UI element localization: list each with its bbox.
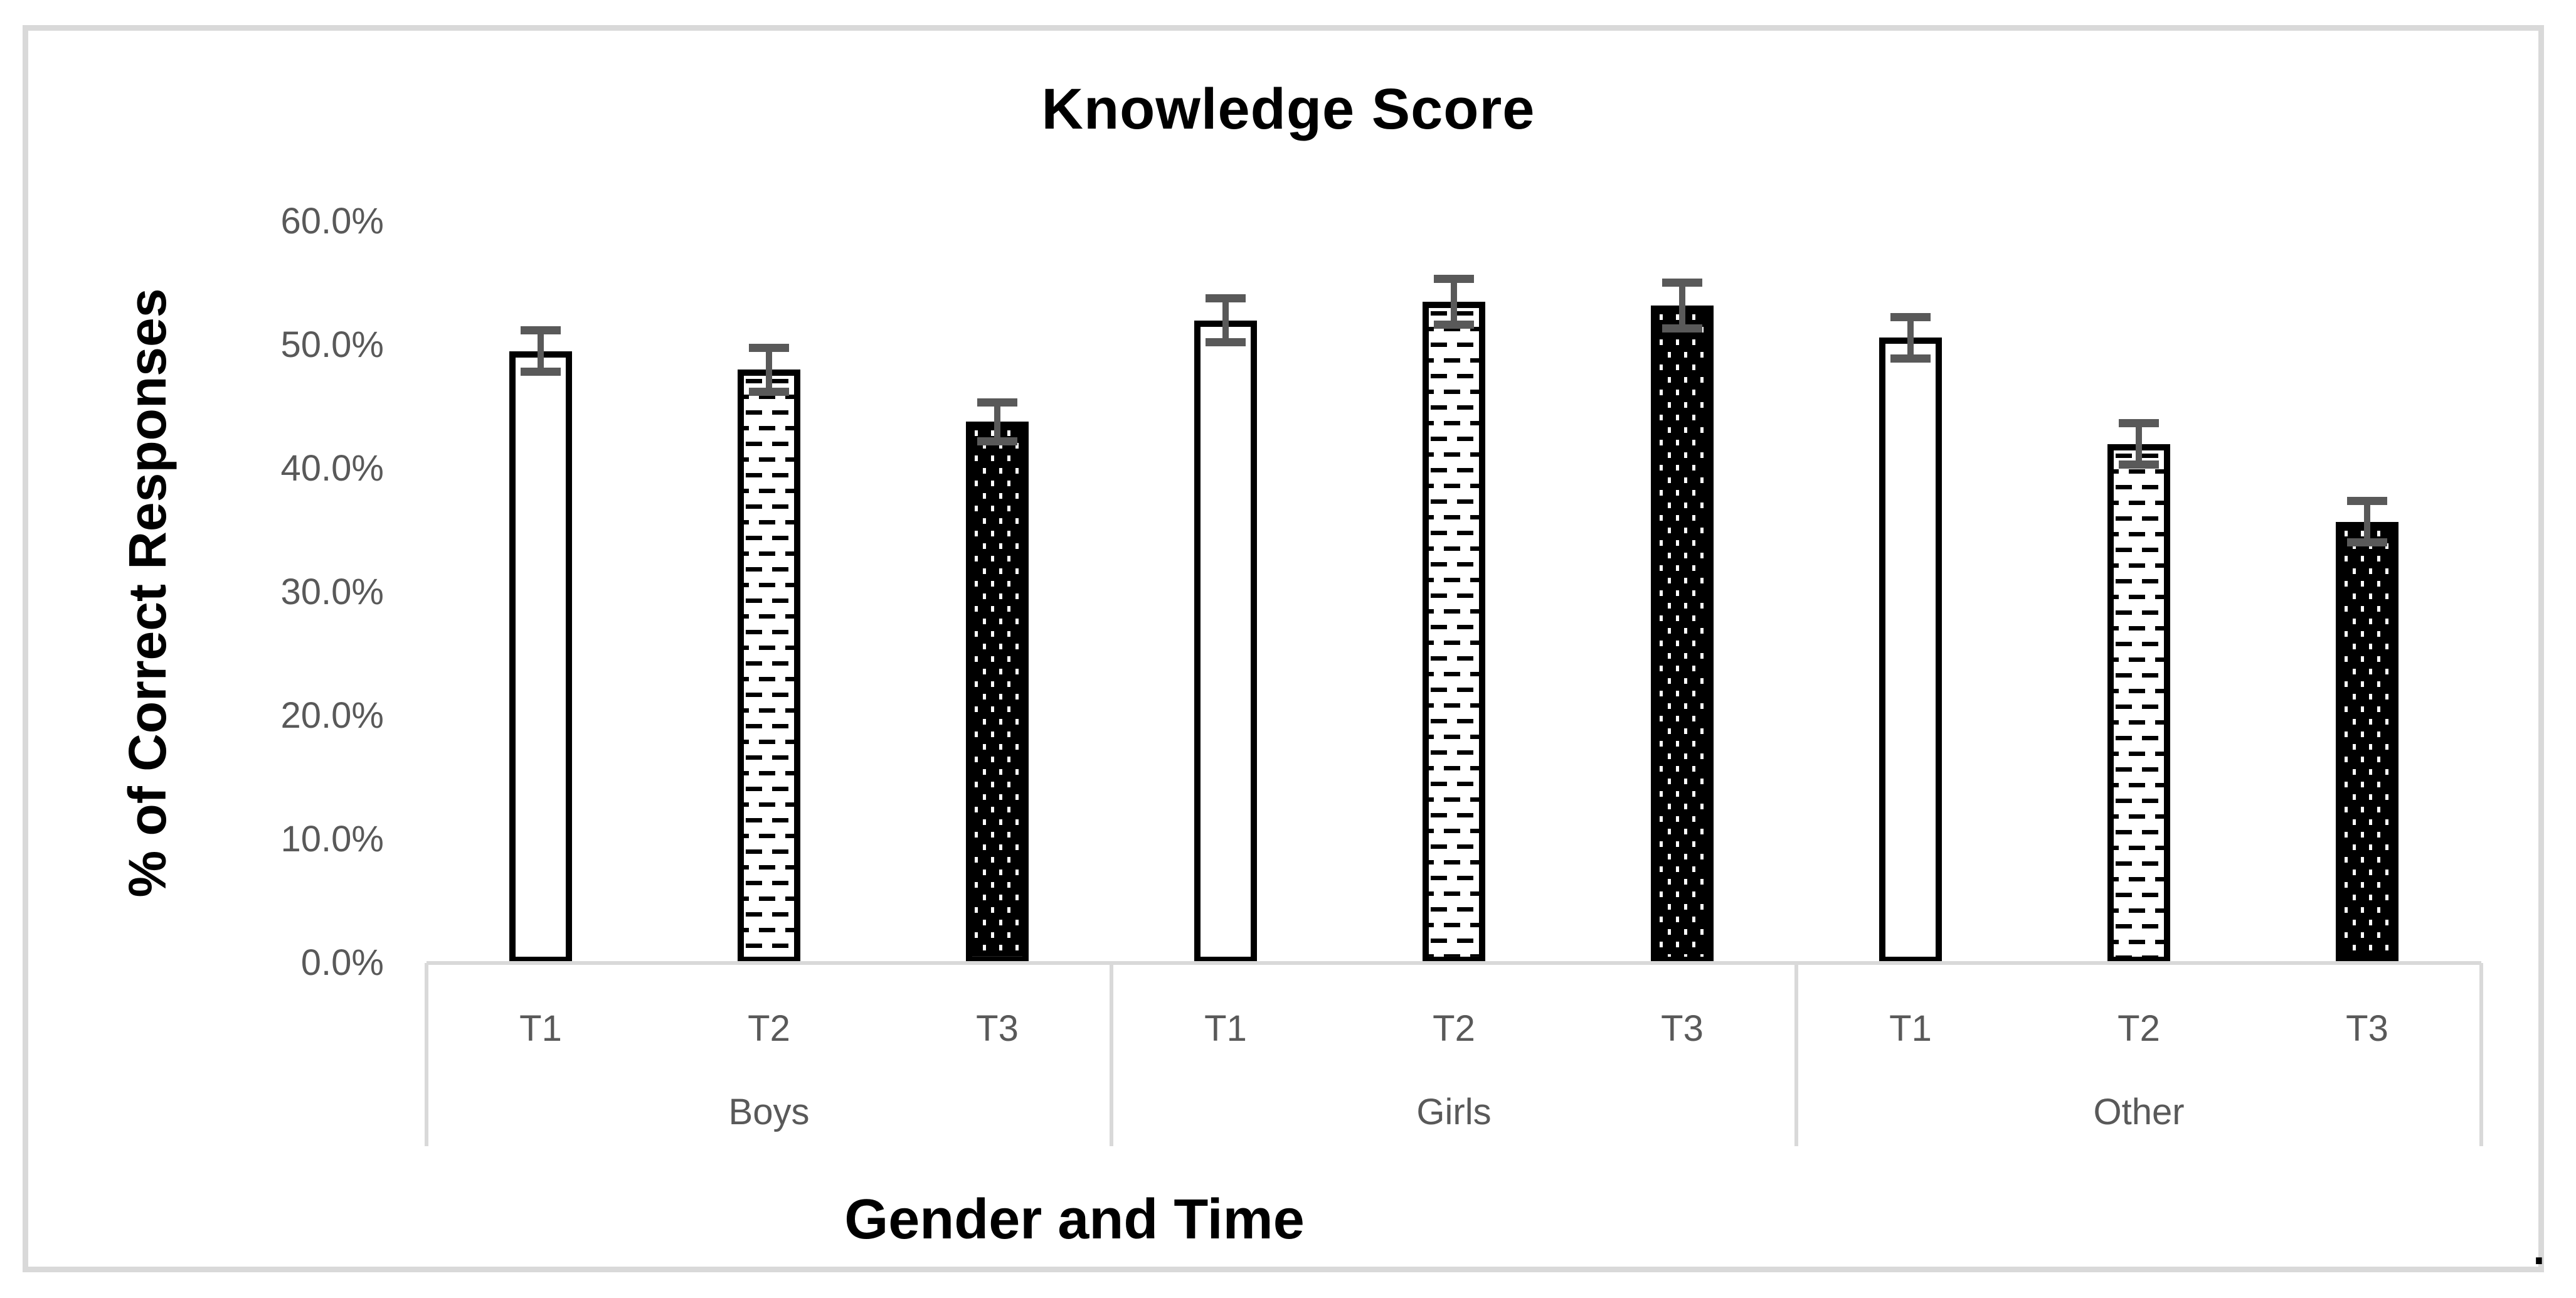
y-tick-label: 20.0% [280, 695, 384, 736]
x-axis-line [427, 961, 2481, 965]
group-label-other: Other [2093, 1092, 2185, 1132]
chart-title: Knowledge Score [1041, 77, 1535, 141]
error-bar-stem [1222, 294, 1229, 346]
time-label-other-t3: T3 [2346, 1008, 2388, 1049]
bar-other-t3 [2336, 521, 2398, 963]
category-table-divider [2479, 963, 2483, 1146]
bar-slot-other-t2 [2025, 221, 2253, 963]
y-axis-title: % of Correct Responses [118, 288, 177, 898]
y-tick-label: 60.0% [280, 201, 384, 242]
bar-boys-t2 [738, 370, 800, 963]
bar-slot-boys-t3 [883, 221, 1111, 963]
error-bar-other-t3 [2347, 497, 2387, 547]
y-tick-label: 10.0% [280, 819, 384, 859]
error-bar-stem [538, 326, 544, 376]
error-bar-stem [766, 344, 772, 396]
error-bar-stem [994, 398, 1000, 445]
time-label-boys-t3: T3 [976, 1008, 1019, 1049]
y-tick-label: 0.0% [300, 942, 384, 983]
time-label-girls-t2: T2 [1433, 1008, 1475, 1049]
error-bar-stem [1451, 274, 1457, 329]
error-bar-stem [2364, 497, 2370, 547]
bar-slot-other-t1 [1796, 221, 2025, 963]
trailing-period-text: . [2530, 1208, 2548, 1278]
bar-slot-boys-t2 [655, 221, 883, 963]
error-bar-other-t2 [2119, 419, 2159, 469]
y-tick-label: 40.0% [280, 448, 384, 489]
time-label-other-t2: T2 [2118, 1008, 2160, 1049]
time-label-other-t1: T1 [1889, 1008, 1932, 1049]
bar-girls-t2 [1423, 302, 1485, 963]
category-table-divider [1110, 963, 1113, 1146]
bar-other-t1 [1879, 338, 1942, 963]
time-label-boys-t1: T1 [519, 1008, 562, 1049]
error-bar-other-t1 [1890, 312, 1931, 363]
plot-area [427, 221, 2481, 963]
error-bar-boys-t2 [749, 344, 789, 396]
group-label-boys: Boys [728, 1092, 810, 1132]
x-axis-title: Gender and Time [844, 1188, 1305, 1251]
bar-boys-t1 [509, 351, 572, 963]
bar-other-t2 [2107, 444, 2170, 963]
error-bar-boys-t3 [977, 398, 1017, 445]
bar-slot-girls-t2 [1340, 221, 1568, 963]
y-tick-label: 30.0% [280, 572, 384, 612]
bar-slot-other-t3 [2253, 221, 2481, 963]
bar-girls-t1 [1194, 320, 1257, 963]
error-bar-girls-t3 [1662, 278, 1702, 333]
error-bar-girls-t1 [1206, 294, 1246, 346]
error-bar-boys-t1 [521, 326, 561, 376]
error-bar-stem [2136, 419, 2142, 469]
bar-slot-girls-t1 [1111, 221, 1340, 963]
time-label-girls-t1: T1 [1204, 1008, 1247, 1049]
bar-girls-t3 [1651, 305, 1714, 963]
category-table-divider [425, 963, 428, 1146]
error-bar-stem [1679, 278, 1685, 333]
category-table-divider [1794, 963, 1798, 1146]
y-tick-label: 50.0% [280, 324, 384, 365]
error-bar-stem [1907, 312, 1914, 363]
bar-slot-girls-t3 [1568, 221, 1796, 963]
bar-slot-boys-t1 [427, 221, 655, 963]
time-label-girls-t3: T3 [1661, 1008, 1704, 1049]
group-label-girls: Girls [1416, 1092, 1492, 1132]
time-label-boys-t2: T2 [748, 1008, 790, 1049]
error-bar-girls-t2 [1434, 274, 1474, 329]
bar-boys-t3 [966, 422, 1029, 963]
